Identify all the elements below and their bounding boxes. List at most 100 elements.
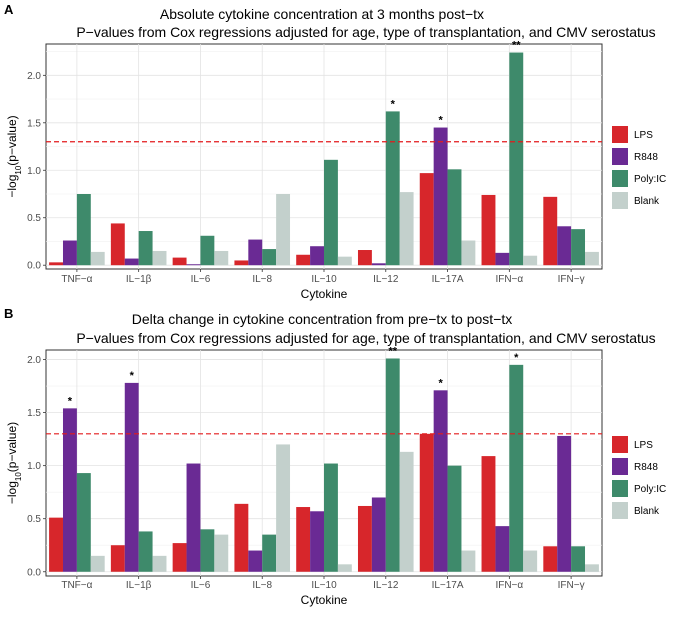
significance-star: * [438,377,443,389]
bar-polyic-6 [447,169,462,266]
significance-star: ** [388,345,397,357]
bar-polyic-6 [447,465,462,572]
bar-lps-1 [110,545,125,572]
bar-polyic-7 [509,364,524,572]
bar-r848-8 [557,435,572,572]
legend-swatch-r848 [612,148,628,165]
panel-a: A Absolute cytokine concentration at 3 mo… [4,2,666,301]
bar-polyic-1 [138,531,153,572]
significance-star: * [68,395,73,407]
y-axis-title: −log10(p−value) [5,115,23,197]
bar-r848-2 [186,463,201,572]
y-tick-label: 2.0 [27,355,41,366]
bar-r848-3 [248,550,263,572]
panel-label: B [4,306,13,321]
x-tick-label: IFN−α [495,580,523,591]
bar-r848-1 [124,382,139,572]
bar-lps-8 [543,546,558,572]
legend-label: Blank [634,196,660,207]
y-axis-title: −log10(p−value) [5,422,23,504]
legend-label: Blank [634,506,660,517]
x-axis-title: Cytokine [301,593,348,607]
x-tick-label: IL−12 [373,580,399,591]
bar-blank-3 [276,444,291,572]
x-tick-label: IL−10 [311,580,337,591]
bar-lps-5 [357,505,372,572]
bar-blank-8 [585,251,599,266]
bar-r848-0 [62,240,77,266]
legend-swatch-blank [612,502,628,519]
bar-blank-3 [276,194,291,266]
bar-blank-0 [90,251,105,266]
bar-polyic-3 [262,249,277,266]
bar-blank-7 [523,550,538,572]
significance-star: * [514,352,519,364]
y-tick-label: 1.0 [27,461,41,472]
panel-b: B Delta change in cytokine concentration … [4,306,666,607]
bar-r848-6 [433,127,448,266]
bar-blank-8 [585,564,599,572]
legend-swatch-lps [612,126,628,143]
bar-r848-7 [495,526,510,572]
y-axis-title-pre: −log [5,481,19,504]
bar-lps-1 [110,223,125,266]
y-axis-title-post: (p−value) [5,115,19,165]
legend-swatch-r848 [612,458,628,475]
x-tick-label: IL−12 [373,274,399,285]
bar-polyic-5 [385,111,400,266]
bar-polyic-7 [509,52,524,266]
y-tick-label: 0.5 [27,514,41,525]
bar-polyic-4 [324,463,338,572]
bar-blank-0 [90,555,105,572]
bar-r848-2 [186,264,201,266]
chart-subtitle: P−values from Cox regressions adjusted f… [76,24,655,40]
bar-blank-7 [523,255,538,266]
bar-lps-7 [481,456,496,572]
y-axis-title-post: (p−value) [5,422,19,472]
legend-label: LPS [634,440,653,451]
bar-lps-3 [234,503,249,572]
x-tick-label: IFN−α [495,274,523,285]
bar-polyic-4 [324,159,338,266]
bar-r848-5 [371,497,386,572]
bar-blank-2 [214,250,229,266]
bar-lps-4 [296,507,311,572]
bar-blank-1 [152,555,167,572]
bar-r848-8 [557,226,572,266]
x-tick-label: IL−8 [252,580,272,591]
y-axis-title-sub: 10 [14,472,23,481]
x-tick-label: IL−6 [191,274,211,285]
chart-subtitle: P−values from Cox regressions adjusted f… [76,330,655,346]
x-tick-label: IL−17A [432,580,464,591]
significance-star: * [438,115,443,127]
bar-blank-1 [152,250,167,266]
y-axis-title-sub: 10 [14,165,23,174]
bar-r848-3 [248,239,263,266]
bar-lps-6 [419,433,434,572]
x-tick-label: IL−6 [191,580,211,591]
legend-swatch-polyic [612,170,628,187]
y-tick-label: 1.5 [27,118,41,129]
legend-label: R848 [634,462,658,473]
bar-lps-2 [172,543,187,572]
y-tick-label: 2.0 [27,71,41,82]
bar-r848-4 [310,246,324,266]
y-axis-title-pre: −log [5,175,19,198]
x-tick-label: IL−1β [126,580,152,591]
bar-blank-6 [461,240,476,266]
significance-star: * [391,98,396,110]
y-tick-label: 0.0 [27,261,41,272]
x-tick-label: IL−10 [311,274,337,285]
legend-label: LPS [634,130,653,141]
bar-blank-5 [399,192,414,266]
bar-polyic-5 [385,358,400,572]
bar-polyic-0 [76,194,91,266]
bar-r848-0 [62,408,77,572]
bar-polyic-2 [200,235,215,266]
bar-lps-0 [49,262,63,266]
significance-star: * [130,370,135,382]
bar-r848-7 [495,252,510,266]
bar-lps-7 [481,194,496,266]
bar-r848-5 [371,263,386,266]
